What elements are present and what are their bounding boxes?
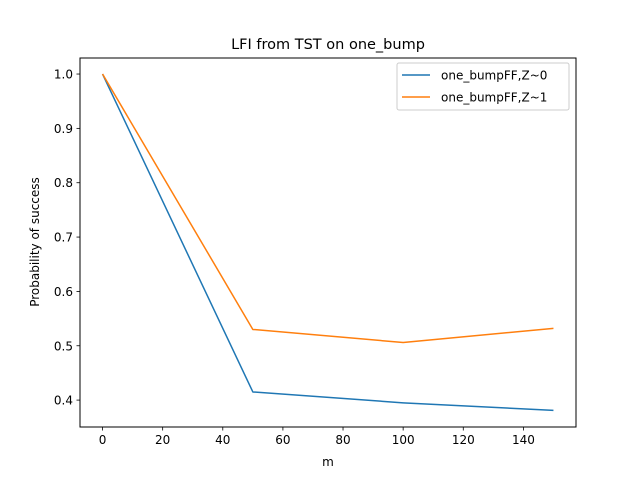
y-tick-label: 1.0 <box>54 68 73 82</box>
y-tick-label: 0.4 <box>54 394 73 408</box>
y-tick-label: 0.8 <box>54 176 73 190</box>
y-tick-label: 0.9 <box>54 122 73 136</box>
series-line-1 <box>101 73 554 344</box>
x-tick-label: 100 <box>392 433 415 447</box>
y-tick-label: 0.6 <box>54 285 73 299</box>
chart-title: LFI from TST on one_bump <box>231 37 425 53</box>
x-tick-label: 140 <box>512 433 535 447</box>
x-tick-label: 20 <box>155 433 170 447</box>
series-line-0 <box>101 73 554 412</box>
x-tick-label: 60 <box>275 433 290 447</box>
x-tick-label: 0 <box>99 433 107 447</box>
legend-box <box>396 62 570 111</box>
legend-label: one_bumpFF,Z~1 <box>441 91 547 105</box>
y-axis: 0.4 0.5 0.6 0.7 0.8 0.9 1.0 <box>54 68 80 408</box>
y-tick-label: 0.7 <box>54 231 73 245</box>
y-axis-label: Probability of success <box>28 177 42 307</box>
x-tick-label: 80 <box>335 433 350 447</box>
x-tick-label: 120 <box>452 433 475 447</box>
x-tick-label: 40 <box>215 433 230 447</box>
plot-frame <box>79 57 577 428</box>
x-axis-label: m <box>322 455 334 469</box>
y-tick-label: 0.5 <box>54 339 73 353</box>
plot-area <box>101 73 554 412</box>
legend: one_bumpFF,Z~0 one_bumpFF,Z~1 <box>396 62 570 111</box>
x-axis: 0 20 40 60 80 100 120 140 <box>99 427 535 447</box>
legend-label: one_bumpFF,Z~0 <box>441 69 547 83</box>
